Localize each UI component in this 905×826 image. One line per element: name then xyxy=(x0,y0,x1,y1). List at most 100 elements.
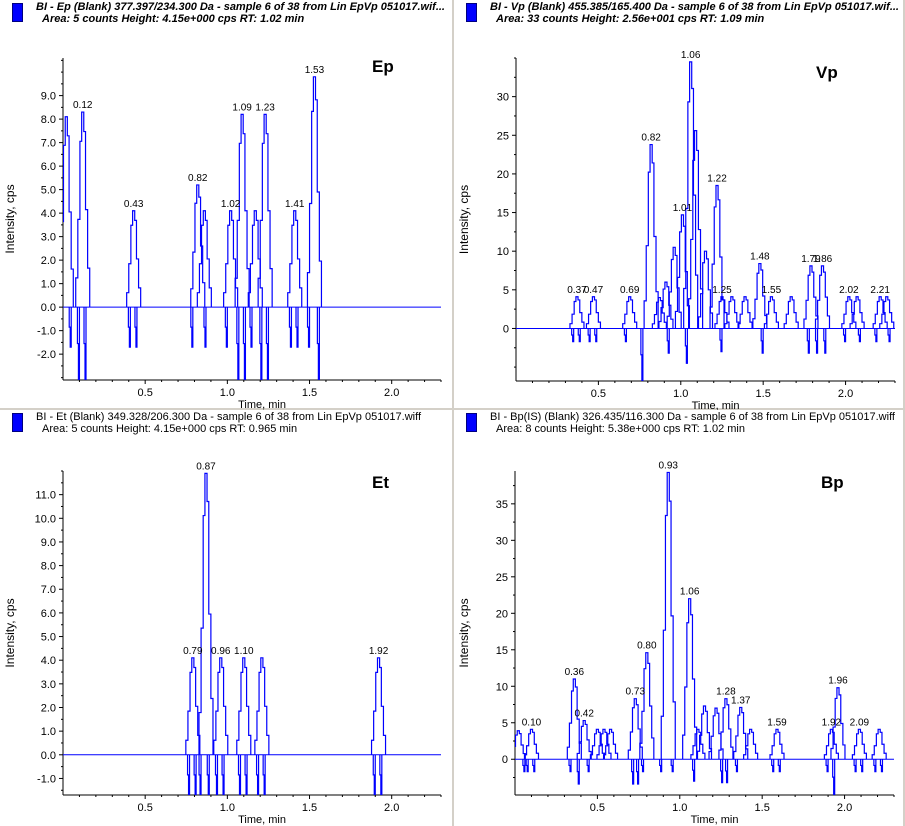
y-tick-label: 3.0 xyxy=(41,679,56,691)
peak-trace xyxy=(851,728,867,760)
y-tick-label: 2.0 xyxy=(41,702,56,714)
dip-trace xyxy=(242,307,247,380)
right-border xyxy=(903,0,905,826)
peak-trace xyxy=(576,719,592,760)
chromatogram-panel-bp[interactable]: BI - Bp(IS) (Blank) 326.435/116.300 Da -… xyxy=(454,410,903,826)
peak-label: 1.92 xyxy=(369,646,389,657)
x-tick-label: 2.0 xyxy=(384,802,399,814)
y-axis-label: Intensity, cps xyxy=(3,184,17,253)
chart-title: Bp xyxy=(821,473,844,492)
peak-trace xyxy=(63,116,74,308)
peak-label: 1.96 xyxy=(828,676,848,687)
x-tick-label: 2.0 xyxy=(838,388,853,400)
chart-title: Vp xyxy=(816,63,838,82)
peak-label: 0.82 xyxy=(188,173,208,184)
peak-label: 0.73 xyxy=(626,687,646,698)
y-tick-label: 7.0 xyxy=(41,138,56,150)
peak-trace xyxy=(523,728,540,760)
peak-label: 0.80 xyxy=(637,641,657,652)
peak-label: 0.43 xyxy=(124,199,144,210)
dip-trace xyxy=(724,759,729,784)
peak-label: 0.47 xyxy=(584,285,604,296)
y-axis-label: Intensity, cps xyxy=(457,185,471,254)
y-tick-label: 1.0 xyxy=(41,726,56,738)
y-tick-label: 8.0 xyxy=(41,561,56,573)
dip-trace xyxy=(259,307,263,380)
dip-trace xyxy=(577,328,581,343)
dip-trace xyxy=(760,328,764,354)
dip-trace xyxy=(879,759,884,773)
peak-label: 1.41 xyxy=(285,199,305,210)
x-tick-label: 1.5 xyxy=(756,388,771,400)
peak-trace xyxy=(690,728,706,760)
dip-trace xyxy=(262,754,266,795)
dip-trace xyxy=(203,307,207,348)
dip-trace xyxy=(814,328,819,354)
dip-trace xyxy=(586,759,590,773)
dip-trace xyxy=(635,759,640,785)
chromatogram-panel-vp[interactable]: BI - Vp (Blank) 455.385/165.400 Da - sam… xyxy=(454,0,903,412)
trace-color-swatch[interactable] xyxy=(12,3,23,22)
chart-title: Ep xyxy=(372,57,394,76)
chart-svg[interactable]: 0.5 1.0 1.5 2.0 -1.0 0.0 1.0 2.0 3.0 4.0 5.0 6.0 7.0… xyxy=(0,410,452,826)
panel-header-title: BI - Vp (Blank) 455.385/165.400 Da - sam… xyxy=(490,1,899,13)
peak-label: 1.25 xyxy=(712,285,732,296)
dip-trace xyxy=(372,754,376,795)
dip-trace xyxy=(316,307,320,380)
peak-trace xyxy=(733,706,749,760)
dip-trace xyxy=(631,759,635,785)
y-axis-label: Intensity, cps xyxy=(3,598,17,667)
panel-header-stats: Area: 8 counts Height: 5.38e+000 cps RT:… xyxy=(496,423,745,435)
peak-trace xyxy=(370,657,387,755)
chromatogram-panel-ep[interactable]: BI - Ep (Blank) 377.397/234.300 Da - sam… xyxy=(0,0,452,411)
y-tick-label: 4.0 xyxy=(41,208,56,220)
peak-label: 0.69 xyxy=(620,285,640,296)
dip-trace xyxy=(221,754,225,795)
chart-svg[interactable]: 0.5 1.0 1.5 2.0 -2.0 -1.0 0.0 1.0 2.0 3.0 4.0 5.0 6.… xyxy=(0,0,452,411)
peak-trace xyxy=(254,657,270,755)
dip-trace xyxy=(853,759,857,773)
panel-header-title: BI - Bp(IS) (Blank) 326.435/116.300 Da -… xyxy=(490,411,895,423)
peak-trace xyxy=(823,728,839,760)
y-tick-label: 5.0 xyxy=(41,185,56,197)
peak-trace xyxy=(683,61,699,329)
x-tick-label: 1.5 xyxy=(302,387,317,399)
dip-trace xyxy=(83,307,87,380)
chart-svg[interactable]: 0.5 1.0 1.5 2.0 0 5 10 15 20 25 30 Time, min Intensi… xyxy=(454,0,903,412)
chromatogram-panel-et[interactable]: BI - Et (Blank) 349.328/206.300 Da - sam… xyxy=(0,410,452,826)
panel-header-stats: Area: 33 counts Height: 2.56e+001 cps RT… xyxy=(496,13,765,25)
peak-label: 0.42 xyxy=(574,709,594,720)
y-tick-label: 15 xyxy=(497,208,509,220)
peak-trace xyxy=(126,210,142,308)
peak-trace xyxy=(213,657,229,755)
peak-trace xyxy=(658,281,674,329)
dip-trace xyxy=(224,307,228,348)
peak-trace xyxy=(287,210,303,308)
chart-svg[interactable]: 0.5 1.0 1.5 2.0 0 5 10 15 20 25 30 35 Time, min Inten… xyxy=(454,410,903,826)
horizontal-divider[interactable] xyxy=(0,408,905,410)
peak-trace xyxy=(223,210,239,308)
peak-trace xyxy=(651,296,667,329)
peak-trace xyxy=(872,296,888,329)
peak-label: 1.59 xyxy=(767,717,787,728)
peak-label: 1.79 xyxy=(801,254,821,265)
peak-trace xyxy=(814,265,831,329)
vertical-divider[interactable] xyxy=(452,0,454,826)
dip-trace xyxy=(670,759,674,773)
y-tick-label: 10 xyxy=(497,246,509,258)
y-tick-label: 9.0 xyxy=(41,91,56,103)
peak-trace xyxy=(589,728,605,760)
trace-color-swatch[interactable] xyxy=(466,413,477,432)
trace-color-swatch[interactable] xyxy=(12,413,23,432)
dip-trace xyxy=(525,759,529,773)
y-tick-label: -1.0 xyxy=(37,326,56,338)
chart-title: Et xyxy=(372,473,389,492)
peak-trace xyxy=(674,214,691,329)
trace-color-swatch[interactable] xyxy=(466,3,477,22)
dip-trace xyxy=(825,759,829,773)
peak-trace xyxy=(709,184,725,329)
x-axis-label: Time, min xyxy=(691,814,739,826)
dip-trace xyxy=(587,328,591,343)
y-tick-label: -2.0 xyxy=(37,349,56,361)
y-tick-label: 10 xyxy=(496,681,508,693)
